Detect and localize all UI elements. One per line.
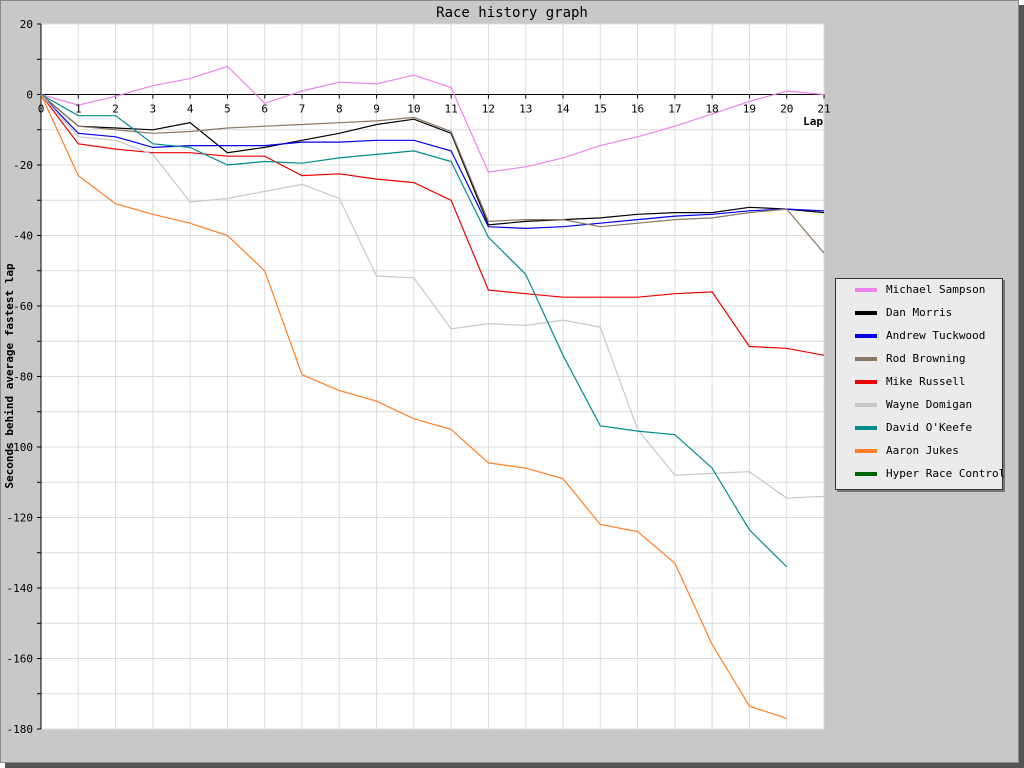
x-tick-label: 18 (706, 103, 719, 116)
legend: Michael Sampson Dan Morris Andrew Tuckwood… (835, 278, 1006, 490)
legend-label: Andrew Tuckwood (886, 329, 986, 342)
y-tick-label: -180 (7, 723, 34, 736)
series-line-5 (40, 94, 825, 499)
x-tick-label: 20 (780, 103, 793, 116)
frame-shadow-right (1019, 5, 1024, 768)
legend-swatch (855, 426, 877, 430)
x-tick-label: 6 (261, 103, 268, 116)
x-tick-label: 0 (38, 103, 45, 116)
legend-swatch (855, 357, 877, 361)
legend-swatch (855, 380, 877, 384)
legend-item: Dan Morris (836, 302, 1004, 324)
legend-swatch (855, 472, 877, 476)
x-tick-label: 11 (445, 103, 458, 116)
legend-label: Mike Russell (886, 375, 966, 388)
x-tick-label: 17 (668, 103, 681, 116)
x-tick-label: 12 (482, 103, 495, 116)
series-line-3 (40, 94, 825, 254)
y-tick-label: -60 (13, 300, 33, 313)
legend-swatch (855, 403, 877, 407)
series-line-6 (40, 93, 788, 568)
legend-item: Michael Sampson (836, 279, 1004, 301)
legend-label: Michael Sampson (886, 283, 986, 296)
x-tick-label: 9 (373, 103, 380, 116)
x-tick-label: 4 (187, 103, 194, 116)
x-tick-label: 16 (631, 103, 644, 116)
x-axis-label: Lap (803, 115, 823, 128)
legend-item: Mike Russell (836, 371, 1004, 393)
x-tick-label: 13 (519, 103, 532, 116)
y-tick-label: 20 (20, 18, 33, 31)
y-tick-label: -160 (7, 653, 34, 666)
legend-label: Wayne Domigan (886, 398, 973, 411)
x-tick-label: 21 (817, 103, 830, 116)
legend-label: David O'Keefe (886, 421, 973, 434)
legend-label: Dan Morris (886, 306, 953, 319)
y-tick-label: -140 (7, 582, 34, 595)
axes (37, 23, 825, 730)
y-tick-label: 0 (26, 89, 33, 102)
x-tick-label: 5 (224, 103, 231, 116)
series-line-2 (40, 94, 825, 230)
x-tick-label: 19 (743, 103, 756, 116)
legend-swatch (855, 449, 877, 453)
legend-swatch (855, 311, 877, 315)
series-layer (40, 65, 825, 719)
x-tick-label: 8 (336, 103, 343, 116)
series-line-0 (40, 65, 825, 173)
legend-swatch (855, 334, 877, 338)
legend-item: David O'Keefe (836, 417, 1004, 439)
legend-item: Rod Browning (836, 348, 1004, 370)
x-tick-label: 1 (75, 103, 82, 116)
x-tick-label: 15 (594, 103, 607, 116)
legend-item: Wayne Domigan (836, 394, 1004, 416)
legend-label: Aaron Jukes (886, 444, 959, 457)
x-tick-label: 10 (407, 103, 420, 116)
series-line-1 (40, 94, 825, 226)
x-tick-label: 14 (556, 103, 570, 116)
x-tick-label: 7 (299, 103, 306, 116)
legend-item: Andrew Tuckwood (836, 325, 1004, 347)
y-tick-label: -40 (13, 230, 33, 243)
legend-swatch (855, 288, 877, 292)
y-tick-label: -80 (13, 371, 33, 384)
y-axis-label: Seconds behind average fastest lap (3, 263, 16, 489)
y-tick-label: -120 (7, 512, 34, 525)
series-line-4 (40, 94, 825, 356)
x-tick-label: 3 (150, 103, 157, 116)
legend-item: Hyper Race Control (836, 463, 1006, 485)
tick-labels: 0 1 2 3 4 5 6 7 8 9 10 11 12 13 14 15 16 17 18 19 20 21200-20… (7, 18, 831, 736)
legend-item: Aaron Jukes (836, 440, 1004, 462)
y-tick-label: -20 (13, 159, 33, 172)
y-tick-label: -100 (7, 441, 34, 454)
legend-label: Rod Browning (886, 352, 966, 365)
chart-title: Race history graph (436, 5, 588, 21)
series-line-7 (40, 94, 787, 719)
x-tick-label: 2 (112, 103, 119, 116)
legend-label: Hyper Race Control (886, 467, 1006, 480)
grid-lines (40, 23, 825, 730)
frame-shadow-bottom (5, 763, 1024, 768)
